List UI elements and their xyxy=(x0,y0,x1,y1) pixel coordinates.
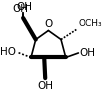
Text: OH: OH xyxy=(37,81,53,91)
Text: O: O xyxy=(44,19,53,29)
Text: OH: OH xyxy=(79,48,95,58)
Text: HO: HO xyxy=(0,47,16,57)
Text: OH: OH xyxy=(12,4,28,14)
Text: OH: OH xyxy=(16,2,32,12)
Text: OCH₃: OCH₃ xyxy=(78,19,102,28)
